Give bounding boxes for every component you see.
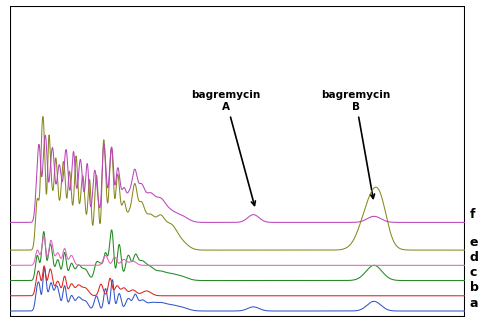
Text: e: e [470, 236, 478, 249]
Text: c: c [470, 266, 477, 279]
Text: d: d [470, 251, 478, 264]
Bar [10, 6, 465, 317]
Text: bagremycin
B: bagremycin B [321, 90, 390, 198]
Text: a: a [470, 297, 478, 310]
Text: bagremycin
A: bagremycin A [192, 90, 261, 205]
Text: f: f [470, 208, 475, 221]
Text: b: b [470, 281, 478, 294]
